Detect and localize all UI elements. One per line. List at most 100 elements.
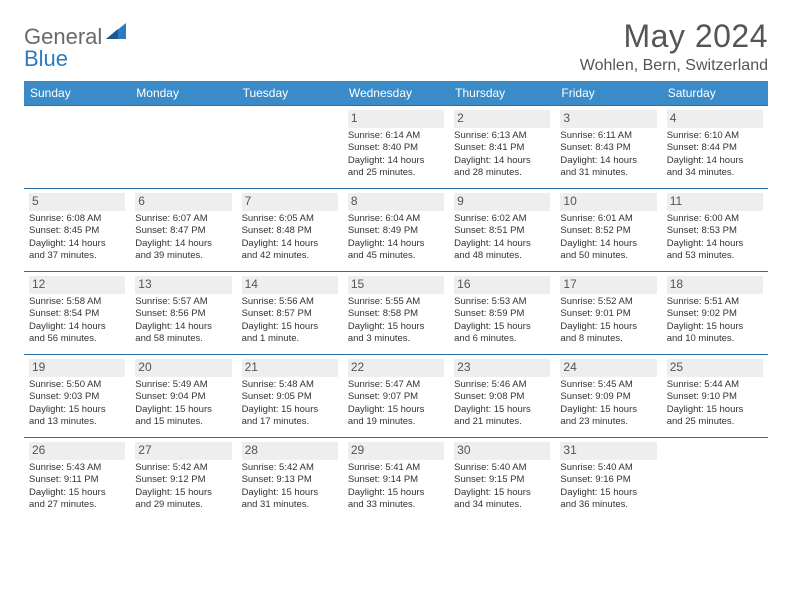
logo-text-part2: Blue	[24, 46, 68, 71]
day-number: 25	[667, 359, 763, 377]
day-number: 5	[29, 193, 125, 211]
day-info-line: Daylight: 14 hours	[667, 238, 763, 251]
day-info-line: Sunset: 8:47 PM	[135, 225, 231, 238]
day-info-line: Sunrise: 5:45 AM	[560, 379, 656, 392]
day-number: 28	[242, 442, 338, 460]
day-info-line: and 42 minutes.	[242, 250, 338, 263]
day-info-line: and 37 minutes.	[29, 250, 125, 263]
day-info-line: Sunset: 8:48 PM	[242, 225, 338, 238]
day-info-line: Sunset: 8:54 PM	[29, 308, 125, 321]
day-info-line: Sunset: 8:52 PM	[560, 225, 656, 238]
day-cell: 1Sunrise: 6:14 AMSunset: 8:40 PMDaylight…	[343, 106, 449, 188]
day-info-line: Daylight: 14 hours	[29, 321, 125, 334]
day-number: 17	[560, 276, 656, 294]
day-info-line: Daylight: 15 hours	[242, 404, 338, 417]
day-info-line: and 39 minutes.	[135, 250, 231, 263]
day-info-line: and 19 minutes.	[348, 416, 444, 429]
day-info-line: Daylight: 14 hours	[242, 238, 338, 251]
day-number: 15	[348, 276, 444, 294]
day-cell: 10Sunrise: 6:01 AMSunset: 8:52 PMDayligh…	[555, 189, 661, 271]
day-info-line: and 17 minutes.	[242, 416, 338, 429]
day-cell: 8Sunrise: 6:04 AMSunset: 8:49 PMDaylight…	[343, 189, 449, 271]
day-info-line: Sunset: 9:12 PM	[135, 474, 231, 487]
day-cell: 22Sunrise: 5:47 AMSunset: 9:07 PMDayligh…	[343, 355, 449, 437]
day-info-line: Daylight: 15 hours	[242, 487, 338, 500]
day-cell: 19Sunrise: 5:50 AMSunset: 9:03 PMDayligh…	[24, 355, 130, 437]
day-cell: 7Sunrise: 6:05 AMSunset: 8:48 PMDaylight…	[237, 189, 343, 271]
title-block: May 2024 Wohlen, Bern, Switzerland	[580, 18, 768, 75]
day-info-line: Sunset: 8:59 PM	[454, 308, 550, 321]
day-cell: 25Sunrise: 5:44 AMSunset: 9:10 PMDayligh…	[662, 355, 768, 437]
day-info-line: Daylight: 14 hours	[348, 238, 444, 251]
day-cell: 11Sunrise: 6:00 AMSunset: 8:53 PMDayligh…	[662, 189, 768, 271]
day-info-line: Daylight: 14 hours	[348, 155, 444, 168]
day-info-line: Sunset: 8:45 PM	[29, 225, 125, 238]
day-info-line: Sunset: 8:51 PM	[454, 225, 550, 238]
day-info-line: and 28 minutes.	[454, 167, 550, 180]
day-info-line: Daylight: 15 hours	[348, 404, 444, 417]
day-info-line: and 33 minutes.	[348, 499, 444, 512]
day-info-line: and 31 minutes.	[242, 499, 338, 512]
empty-cell	[237, 106, 343, 188]
day-info-line: Sunrise: 5:43 AM	[29, 462, 125, 475]
day-cell: 28 Sunrise: 5:42 AMSunset: 9:13 PMDayligh…	[237, 438, 343, 520]
day-info-line: Daylight: 15 hours	[667, 321, 763, 334]
day-info-line: and 34 minutes.	[667, 167, 763, 180]
empty-cell	[24, 106, 130, 188]
day-cell: 21Sunrise: 5:48 AMSunset: 9:05 PMDayligh…	[237, 355, 343, 437]
day-info-line: Sunset: 8:41 PM	[454, 142, 550, 155]
day-info-line: Sunrise: 6:08 AM	[29, 213, 125, 226]
day-cell: 24Sunrise: 5:45 AMSunset: 9:09 PMDayligh…	[555, 355, 661, 437]
day-cell: 14Sunrise: 5:56 AMSunset: 8:57 PMDayligh…	[237, 272, 343, 354]
day-info-line: Sunrise: 5:48 AM	[242, 379, 338, 392]
day-info-line: Sunset: 8:56 PM	[135, 308, 231, 321]
logo-triangle-icon	[106, 23, 126, 44]
day-info-line: Sunrise: 6:02 AM	[454, 213, 550, 226]
day-info-line: and 6 minutes.	[454, 333, 550, 346]
week-row: 19Sunrise: 5:50 AMSunset: 9:03 PMDayligh…	[24, 354, 768, 437]
day-cell: 17Sunrise: 5:52 AMSunset: 9:01 PMDayligh…	[555, 272, 661, 354]
day-info-line: Daylight: 15 hours	[560, 321, 656, 334]
day-info-line: Daylight: 15 hours	[29, 404, 125, 417]
day-info-line: and 48 minutes.	[454, 250, 550, 263]
empty-cell	[662, 438, 768, 520]
day-info-line: Daylight: 15 hours	[454, 321, 550, 334]
day-number: 8	[348, 193, 444, 211]
day-number: 1	[348, 110, 444, 128]
day-info-line: Sunset: 9:15 PM	[454, 474, 550, 487]
day-info-line: Sunrise: 5:40 AM	[454, 462, 550, 475]
day-info-line: Sunset: 9:13 PM	[242, 474, 338, 487]
day-info-line: Sunrise: 5:46 AM	[454, 379, 550, 392]
day-info-line: Sunrise: 5:55 AM	[348, 296, 444, 309]
day-info-line: Daylight: 14 hours	[667, 155, 763, 168]
day-cell: 15Sunrise: 5:55 AMSunset: 8:58 PMDayligh…	[343, 272, 449, 354]
day-info-line: Sunrise: 5:42 AM	[242, 462, 338, 475]
day-number: 20	[135, 359, 231, 377]
day-number: 19	[29, 359, 125, 377]
day-info-line: and 36 minutes.	[560, 499, 656, 512]
day-info-line: Daylight: 14 hours	[454, 155, 550, 168]
day-info-line: Sunrise: 5:53 AM	[454, 296, 550, 309]
day-cell: 18Sunrise: 5:51 AMSunset: 9:02 PMDayligh…	[662, 272, 768, 354]
day-number: 29	[348, 442, 444, 460]
day-number: 4	[667, 110, 763, 128]
day-info-line: and 15 minutes.	[135, 416, 231, 429]
day-header-row: SundayMondayTuesdayWednesdayThursdayFrid…	[24, 81, 768, 105]
day-info-line: Daylight: 15 hours	[29, 487, 125, 500]
day-info-line: Sunset: 8:53 PM	[667, 225, 763, 238]
day-info-line: Sunset: 9:08 PM	[454, 391, 550, 404]
day-info-line: and 25 minutes.	[667, 416, 763, 429]
day-info-line: Daylight: 15 hours	[454, 487, 550, 500]
day-info-line: Daylight: 15 hours	[667, 404, 763, 417]
week-row: 26Sunrise: 5:43 AMSunset: 9:11 PMDayligh…	[24, 437, 768, 520]
day-cell: 16Sunrise: 5:53 AMSunset: 8:59 PMDayligh…	[449, 272, 555, 354]
day-info-line: and 45 minutes.	[348, 250, 444, 263]
day-info-line: Sunrise: 6:01 AM	[560, 213, 656, 226]
day-header-cell: Thursday	[449, 81, 555, 105]
day-info-line: and 13 minutes.	[29, 416, 125, 429]
day-info-line: Sunrise: 5:58 AM	[29, 296, 125, 309]
day-info-line: and 21 minutes.	[454, 416, 550, 429]
day-info-line: and 34 minutes.	[454, 499, 550, 512]
day-info-line: and 50 minutes.	[560, 250, 656, 263]
day-info-line: Daylight: 15 hours	[135, 487, 231, 500]
